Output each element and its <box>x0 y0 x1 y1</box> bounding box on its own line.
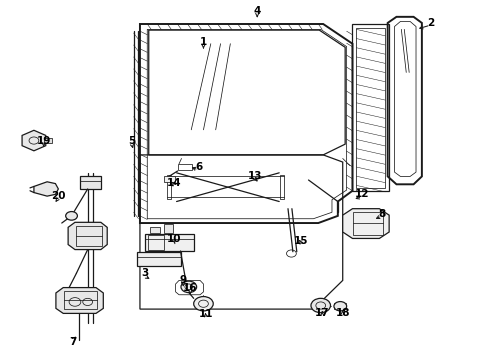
Text: 10: 10 <box>167 234 181 244</box>
Circle shape <box>66 212 77 220</box>
Text: 8: 8 <box>378 209 386 219</box>
Bar <box>64 291 98 309</box>
Text: 12: 12 <box>355 189 369 199</box>
Text: 6: 6 <box>195 162 202 172</box>
Bar <box>280 175 284 199</box>
Bar <box>164 176 175 182</box>
Circle shape <box>334 302 346 311</box>
Bar <box>334 303 346 310</box>
Text: 19: 19 <box>36 136 51 145</box>
Polygon shape <box>34 182 58 196</box>
Bar <box>44 138 52 143</box>
Text: 7: 7 <box>69 337 77 347</box>
Bar <box>80 176 101 189</box>
Bar <box>167 175 171 199</box>
Bar <box>177 164 192 170</box>
Text: 18: 18 <box>336 308 350 318</box>
Polygon shape <box>68 222 107 249</box>
Text: 13: 13 <box>247 171 262 181</box>
Text: 11: 11 <box>198 310 213 319</box>
Text: 14: 14 <box>167 178 181 188</box>
Text: 16: 16 <box>183 283 197 293</box>
Bar <box>164 225 173 233</box>
Text: 17: 17 <box>315 308 329 318</box>
Text: 3: 3 <box>141 268 148 278</box>
Text: 20: 20 <box>51 191 66 201</box>
Bar <box>353 212 383 234</box>
Circle shape <box>181 281 196 293</box>
Polygon shape <box>22 130 46 151</box>
Bar <box>148 234 164 250</box>
Text: 2: 2 <box>427 18 434 28</box>
Polygon shape <box>343 209 389 238</box>
Circle shape <box>194 297 213 311</box>
Text: 9: 9 <box>179 275 187 285</box>
Text: 1: 1 <box>200 37 207 47</box>
Polygon shape <box>56 288 103 314</box>
Text: 5: 5 <box>128 136 135 145</box>
Bar <box>145 234 194 251</box>
Bar <box>150 226 160 233</box>
Text: 15: 15 <box>294 236 308 246</box>
Circle shape <box>311 298 331 313</box>
Bar <box>76 226 102 246</box>
Bar <box>137 252 180 266</box>
Text: 4: 4 <box>253 6 261 17</box>
